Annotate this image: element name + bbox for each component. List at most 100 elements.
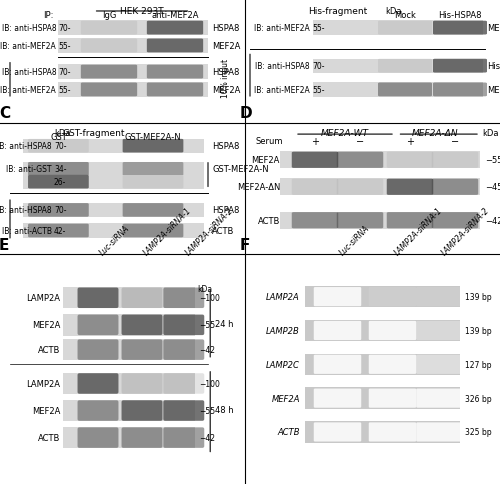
FancyBboxPatch shape [81, 83, 137, 97]
FancyBboxPatch shape [314, 287, 361, 306]
Text: kDa: kDa [482, 128, 499, 137]
Text: −42: −42 [485, 216, 500, 225]
Text: IB: anti-HSPA8: IB: anti-HSPA8 [2, 68, 56, 77]
Bar [23, 139, 204, 153]
Text: IB: anti-HSPA8: IB: anti-HSPA8 [0, 206, 52, 215]
Bar [58, 21, 208, 36]
Text: −100: −100 [199, 294, 220, 302]
FancyBboxPatch shape [292, 152, 338, 168]
Bar [280, 179, 480, 196]
Text: Serum: Serum [255, 137, 282, 146]
Text: −55: −55 [485, 156, 500, 165]
FancyBboxPatch shape [28, 204, 89, 217]
FancyBboxPatch shape [416, 321, 464, 340]
Text: LAMP2A: LAMP2A [26, 294, 60, 302]
FancyBboxPatch shape [314, 355, 361, 374]
Text: kDa: kDa [385, 7, 402, 16]
Text: F: F [240, 237, 250, 252]
FancyBboxPatch shape [28, 163, 89, 176]
Bar [305, 422, 460, 443]
Text: 24 h: 24 h [214, 319, 233, 329]
Text: ACTB: ACTB [38, 346, 60, 354]
Text: −100: −100 [199, 379, 220, 388]
Bar [23, 203, 204, 217]
Text: IB: anti-MEF2A: IB: anti-MEF2A [0, 42, 56, 51]
FancyBboxPatch shape [122, 163, 184, 176]
Text: +: + [406, 136, 414, 146]
Bar [305, 388, 460, 409]
Text: 139 bp: 139 bp [465, 292, 491, 302]
FancyBboxPatch shape [81, 22, 137, 35]
FancyBboxPatch shape [416, 389, 464, 408]
FancyBboxPatch shape [147, 65, 203, 79]
Bar [312, 60, 482, 74]
Text: 55-: 55- [312, 86, 325, 95]
Text: IP:: IP: [44, 11, 54, 20]
FancyBboxPatch shape [78, 427, 118, 448]
Text: LAMP2A: LAMP2A [266, 292, 300, 302]
Text: 34-: 34- [54, 165, 66, 174]
FancyBboxPatch shape [369, 321, 416, 340]
FancyBboxPatch shape [164, 400, 204, 421]
Text: GST: GST [50, 133, 67, 142]
FancyBboxPatch shape [416, 423, 464, 441]
FancyBboxPatch shape [369, 355, 416, 374]
FancyBboxPatch shape [122, 400, 162, 421]
Text: His-fragment: His-fragment [308, 7, 367, 16]
Text: IgG: IgG [102, 11, 116, 20]
FancyBboxPatch shape [387, 212, 433, 229]
FancyBboxPatch shape [122, 315, 162, 335]
Bar [280, 152, 480, 169]
Text: GST-fragment: GST-fragment [62, 128, 125, 137]
Text: HSPA8: HSPA8 [212, 206, 240, 215]
FancyBboxPatch shape [122, 224, 184, 238]
Text: kDa: kDa [197, 285, 212, 294]
Text: MEF2A: MEF2A [252, 156, 280, 165]
Text: Luc-siRNA: Luc-siRNA [98, 223, 132, 257]
Text: MEF2A-ΔN: MEF2A-ΔN [412, 128, 459, 137]
Text: ACTB: ACTB [38, 433, 60, 442]
FancyBboxPatch shape [78, 400, 118, 421]
FancyBboxPatch shape [337, 180, 384, 196]
FancyBboxPatch shape [433, 60, 487, 74]
FancyBboxPatch shape [416, 287, 464, 306]
Text: MEF2A-ΔN: MEF2A-ΔN [236, 183, 280, 192]
FancyBboxPatch shape [122, 374, 162, 394]
Text: ACTB: ACTB [258, 216, 280, 225]
FancyBboxPatch shape [314, 389, 361, 408]
FancyBboxPatch shape [78, 340, 118, 360]
Text: His-HSPA8: His-HSPA8 [438, 11, 482, 20]
Text: IB: anti-ACTB: IB: anti-ACTB [2, 227, 52, 236]
Text: LAMP2C: LAMP2C [266, 360, 300, 369]
Text: −: − [356, 136, 364, 146]
Text: MEF2A: MEF2A [32, 321, 60, 330]
Text: IB: anti-MEF2A: IB: anti-MEF2A [0, 86, 56, 95]
FancyBboxPatch shape [314, 423, 361, 441]
Text: IB: anti-MEF2A: IB: anti-MEF2A [254, 24, 310, 33]
Text: 26-: 26- [54, 178, 66, 187]
Text: ACTB: ACTB [212, 227, 235, 236]
Bar [305, 320, 460, 342]
Text: 70-: 70- [58, 68, 71, 77]
FancyBboxPatch shape [387, 180, 433, 196]
FancyBboxPatch shape [122, 427, 162, 448]
FancyBboxPatch shape [122, 139, 184, 153]
Text: IB: anti-HSPA8: IB: anti-HSPA8 [2, 24, 56, 33]
FancyBboxPatch shape [147, 40, 203, 53]
Bar [23, 224, 204, 238]
Text: ACTB: ACTB [278, 427, 300, 437]
Bar [63, 287, 195, 309]
Text: −55: −55 [199, 406, 216, 415]
FancyBboxPatch shape [314, 321, 361, 340]
FancyBboxPatch shape [369, 287, 416, 306]
FancyBboxPatch shape [122, 176, 184, 189]
FancyBboxPatch shape [433, 83, 487, 97]
Bar [58, 39, 208, 53]
Text: Mock: Mock [394, 11, 416, 20]
Text: MEF2A: MEF2A [488, 86, 500, 95]
Text: LAMP2B: LAMP2B [266, 326, 300, 335]
Bar [312, 83, 482, 97]
Text: HSPA8: HSPA8 [212, 68, 240, 77]
Bar [63, 400, 195, 422]
Text: 55-: 55- [312, 24, 325, 33]
